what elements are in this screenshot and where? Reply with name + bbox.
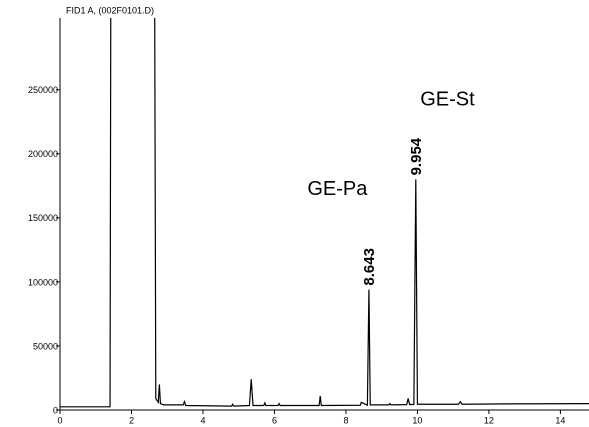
x-tick-label: 4: [200, 415, 205, 425]
chart-title: FID1 A, (002F0101.D): [66, 5, 154, 15]
y-tick-label: 150000: [28, 213, 58, 223]
y-tick-label: 200000: [28, 149, 58, 159]
signal-line: [60, 18, 589, 408]
compound-label: GE-St: [420, 88, 475, 110]
x-tick-label: 8: [343, 415, 348, 425]
y-tick-label: 100000: [28, 277, 58, 287]
x-tick-label: 2: [129, 415, 134, 425]
compound-label: GE-Pa: [307, 178, 368, 200]
peak-label: 9.954: [408, 137, 425, 175]
y-tick-label: 0: [53, 405, 58, 415]
x-tick-label: 6: [272, 415, 277, 425]
x-tick-label: 0: [57, 415, 62, 425]
y-tick-label: 250000: [28, 85, 58, 95]
y-tick-label: 50000: [33, 341, 58, 351]
peak-label: 8.643: [361, 248, 378, 286]
x-tick-label: 12: [484, 415, 494, 425]
x-tick-label: 14: [555, 415, 565, 425]
plot-area: [60, 18, 589, 408]
x-tick-label: 10: [412, 415, 422, 425]
